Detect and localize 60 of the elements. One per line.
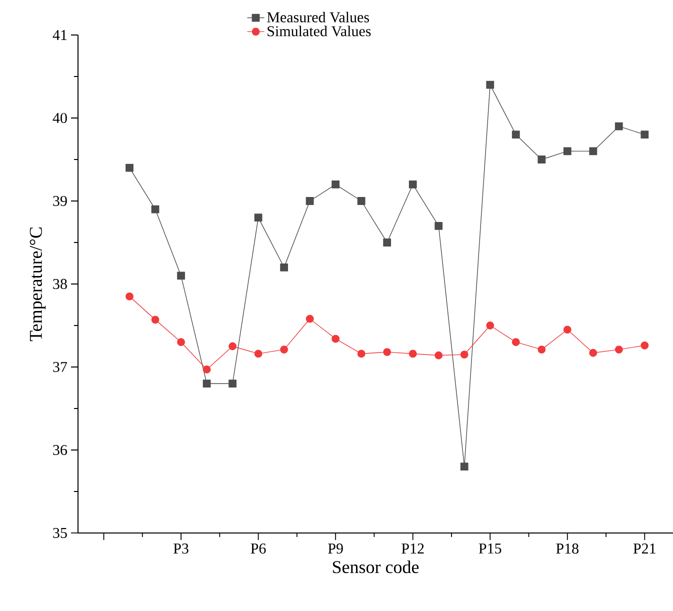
point bbox=[538, 156, 546, 164]
point bbox=[408, 350, 417, 358]
point bbox=[512, 338, 520, 346]
legend-label: Simulated Values bbox=[268, 26, 371, 36]
point bbox=[177, 338, 185, 346]
point bbox=[126, 164, 134, 172]
point bbox=[151, 316, 160, 324]
point bbox=[202, 366, 211, 374]
point bbox=[563, 147, 572, 156]
point bbox=[434, 351, 443, 360]
y-tick-label: 35 bbox=[53, 528, 67, 538]
point bbox=[306, 197, 314, 205]
point bbox=[254, 350, 262, 358]
point bbox=[383, 238, 392, 246]
point bbox=[538, 346, 546, 354]
x-tick-label: P15 bbox=[478, 544, 502, 554]
y-tick-label: 37 bbox=[53, 362, 68, 372]
x-tick-label: P21 bbox=[633, 544, 656, 554]
point bbox=[151, 205, 160, 214]
x-tick-label: P12 bbox=[402, 544, 424, 554]
x-axis-title: Sensor code bbox=[332, 560, 419, 574]
point bbox=[383, 348, 392, 356]
x-tick-label: P18 bbox=[556, 544, 578, 554]
point bbox=[434, 222, 443, 230]
point bbox=[614, 122, 623, 130]
y-tick-label: 36 bbox=[53, 444, 68, 456]
point bbox=[460, 350, 468, 358]
point bbox=[280, 346, 288, 354]
point bbox=[614, 346, 623, 354]
point bbox=[357, 197, 366, 205]
legend-label: Measured Values bbox=[267, 12, 369, 22]
point bbox=[332, 180, 340, 188]
point bbox=[563, 326, 572, 334]
x-tick-label: P9 bbox=[328, 544, 343, 554]
point bbox=[228, 380, 236, 388]
point bbox=[126, 292, 134, 300]
y-tick-label: 38 bbox=[53, 278, 67, 290]
point bbox=[177, 272, 185, 280]
x-tick-label: P3 bbox=[174, 544, 188, 554]
point bbox=[486, 80, 494, 89]
point bbox=[589, 348, 598, 357]
point bbox=[357, 350, 366, 358]
point bbox=[254, 214, 262, 222]
x-tick-label: P6 bbox=[250, 544, 266, 554]
y-axis-title: Temperature/°C bbox=[30, 228, 46, 342]
point bbox=[408, 180, 417, 188]
y-tick-label: 39 bbox=[53, 196, 67, 206]
point bbox=[202, 380, 211, 388]
point bbox=[486, 322, 494, 330]
point bbox=[228, 342, 236, 350]
point bbox=[306, 314, 314, 323]
point bbox=[640, 130, 649, 139]
y-tick-label: 41 bbox=[52, 30, 67, 40]
y-tick-label: 40 bbox=[52, 112, 67, 124]
point bbox=[640, 341, 649, 350]
point bbox=[332, 334, 340, 343]
point bbox=[589, 147, 598, 156]
point bbox=[280, 263, 288, 272]
point bbox=[512, 130, 520, 139]
point bbox=[460, 462, 468, 471]
